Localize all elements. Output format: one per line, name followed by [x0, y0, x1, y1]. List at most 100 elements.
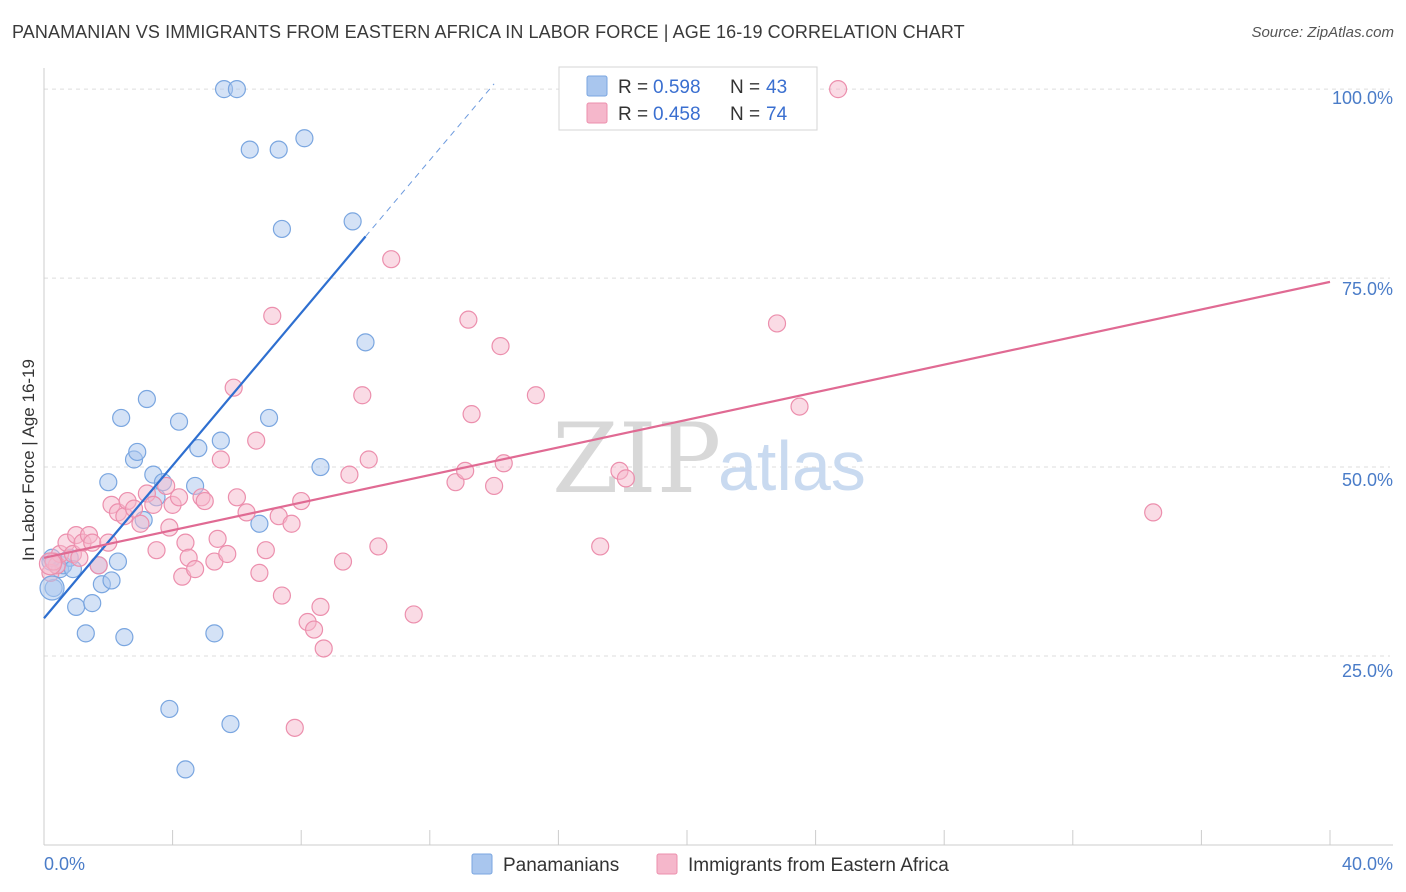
legend-r-label-1: R =	[618, 104, 648, 125]
point-panamanian-24	[169, 412, 189, 431]
watermark-zip: ZIP	[552, 403, 721, 515]
point-panamanian-17	[128, 442, 147, 462]
y-tick-label-25: 25.0%	[1342, 661, 1393, 681]
source-label: Source: ZipAtlas.com	[1251, 24, 1394, 41]
point-panamanian-13	[108, 552, 128, 571]
point-eastern-africa-70	[829, 80, 848, 99]
point-panamanian-40	[343, 212, 362, 231]
point-eastern-africa-67	[616, 469, 636, 488]
legend-n-label-0: N =	[730, 77, 760, 98]
point-panamanian-8	[83, 594, 102, 613]
x-tick-label-max: 40.0%	[1342, 854, 1393, 874]
axes-layer	[43, 68, 1393, 846]
point-eastern-africa-40	[263, 306, 282, 325]
point-eastern-africa-32	[211, 450, 230, 469]
point-panamanian-37	[272, 219, 292, 239]
grid-layer	[44, 88, 1390, 657]
point-eastern-africa-49	[285, 718, 304, 737]
chart-title: PANAMANIAN VS IMMIGRANTS FROM EASTERN AF…	[12, 22, 965, 42]
trend-line-panamanians	[43, 235, 367, 619]
point-eastern-africa-23	[169, 488, 189, 507]
series-legend-eastern-africa: Immigrants from Eastern Africa	[688, 855, 949, 876]
y-axis-title: In Labor Force | Age 16-19	[19, 359, 38, 561]
point-eastern-africa-16	[131, 514, 150, 533]
point-panamanian-6	[67, 597, 86, 616]
point-eastern-africa-65	[591, 537, 610, 556]
point-eastern-africa-71	[1144, 503, 1163, 522]
point-eastern-africa-20	[157, 476, 176, 496]
point-panamanian-31	[221, 714, 240, 734]
point-panamanian-36	[269, 140, 288, 159]
point-eastern-africa-61	[485, 476, 504, 496]
point-panamanian-41	[356, 333, 375, 352]
point-eastern-africa-54	[369, 537, 388, 556]
point-eastern-africa-42	[272, 586, 292, 605]
point-panamanian-34	[250, 514, 269, 533]
point-panamanian-large	[39, 575, 65, 601]
legend-n-value-0: 43	[766, 77, 787, 98]
point-eastern-africa-39	[256, 541, 275, 560]
y-tick-label-50: 50.0%	[1342, 470, 1393, 490]
legend-n-value-1: 74	[766, 104, 788, 125]
point-panamanian-28	[205, 624, 224, 643]
point-panamanian-23	[160, 699, 179, 719]
point-eastern-africa-60	[462, 405, 481, 424]
point-panamanian-39	[311, 457, 330, 477]
point-eastern-africa-62	[491, 337, 510, 356]
y-tick-label-100: 100.0%	[1332, 88, 1393, 108]
legend-r-value-0: 0.598	[653, 77, 701, 98]
point-eastern-africa-50	[333, 552, 353, 571]
trend-line-panamanians-extension	[365, 83, 495, 237]
legend-n-label-1: N =	[730, 104, 760, 125]
point-panamanian-7	[76, 624, 95, 643]
point-eastern-africa-47	[311, 597, 330, 616]
point-eastern-africa-25	[176, 533, 195, 552]
point-eastern-africa-9	[89, 556, 108, 575]
point-panamanian-15	[115, 628, 134, 647]
trend-layer	[43, 83, 1331, 619]
point-eastern-africa-19	[147, 541, 166, 560]
point-eastern-africa-18	[144, 495, 163, 514]
point-panamanian-32	[227, 80, 246, 99]
x-tick-label-min: 0.0%	[44, 854, 85, 874]
point-eastern-africa-64	[526, 386, 545, 405]
point-eastern-africa-68	[767, 314, 787, 333]
point-panamanian-12	[102, 571, 121, 590]
legend-r-label-0: R =	[618, 77, 648, 98]
points-layer	[38, 80, 1163, 779]
point-eastern-africa-53	[359, 450, 378, 469]
point-eastern-africa-69	[790, 397, 809, 416]
point-eastern-africa-58	[456, 461, 475, 480]
point-eastern-africa-48	[314, 639, 333, 658]
point-eastern-africa-51	[340, 465, 359, 484]
series-legend: Panamanians Immigrants from Eastern Afri…	[471, 853, 949, 876]
point-eastern-africa-34	[224, 378, 243, 397]
point-panamanian-27	[189, 439, 208, 458]
point-panamanian-11	[99, 473, 118, 492]
point-panamanian-19	[137, 389, 156, 409]
point-eastern-africa-35	[227, 488, 246, 507]
trend-line-eastern-africa	[43, 280, 1331, 559]
point-eastern-africa-43	[282, 514, 301, 533]
point-eastern-africa-31	[208, 529, 227, 548]
series-legend-swatch-panamanians	[471, 853, 493, 875]
point-eastern-africa-56	[404, 605, 423, 624]
point-eastern-africa-21	[160, 518, 179, 537]
point-eastern-africa-59	[459, 310, 478, 329]
point-eastern-africa-38	[250, 563, 269, 582]
y-tick-label-75: 75.0%	[1342, 279, 1393, 299]
point-eastern-africa-33	[218, 544, 237, 564]
point-panamanian-38	[295, 129, 314, 148]
legend-r-value-1: 0.458	[653, 104, 701, 125]
series-legend-panamanians: Panamanians	[503, 855, 619, 876]
point-eastern-africa-29	[195, 491, 214, 511]
point-panamanian-14	[112, 408, 131, 428]
legend-swatch-blue	[586, 75, 608, 97]
point-eastern-africa-46	[304, 620, 324, 639]
series-legend-swatch-eastern-africa	[656, 853, 678, 875]
legend-swatch-pink	[586, 102, 608, 124]
point-eastern-africa-52	[353, 386, 372, 405]
point-panamanian-29	[211, 431, 230, 450]
point-panamanian-33	[240, 140, 259, 159]
